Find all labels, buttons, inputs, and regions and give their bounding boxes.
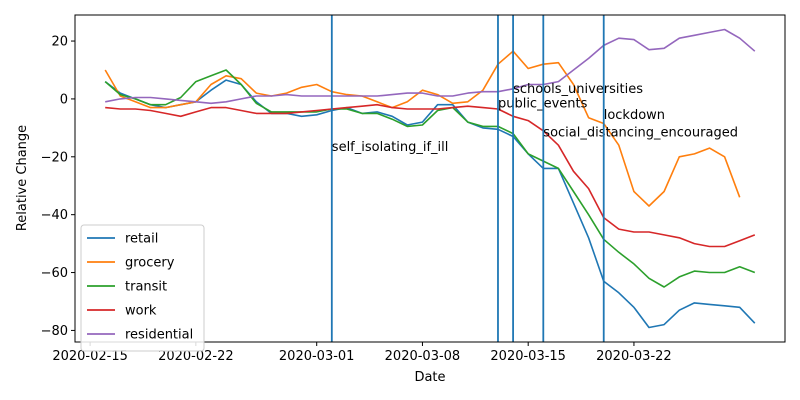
series-line-grocery xyxy=(104,50,741,207)
legend-label-residential: residential xyxy=(125,328,193,343)
x-tick-label: 2020-02-22 xyxy=(158,349,234,364)
legend-label-work: work xyxy=(125,304,157,319)
legend-box xyxy=(80,224,205,352)
event-label-self_isolating_if_ill: self_isolating_if_ill xyxy=(332,140,449,155)
y-tick-label: −40 xyxy=(41,208,68,223)
y-axis: 20 0 −20 −40 −60 −80 xyxy=(41,35,75,339)
plot-frame xyxy=(74,14,786,343)
event-layer: self_isolating_if_illpublic_eventsschool… xyxy=(330,15,738,342)
event-label-schools_universities: schools_universities xyxy=(513,82,643,97)
y-tick-label: 0 xyxy=(60,92,68,107)
x-tick-label: 2020-02-15 xyxy=(52,349,128,364)
legend-label-retail: retail xyxy=(125,232,158,247)
y-tick-label: 20 xyxy=(51,35,68,50)
legend: retail grocery transit work residential xyxy=(80,224,205,352)
x-tick-label: 2020-03-01 xyxy=(279,349,355,364)
x-tick-label: 2020-03-08 xyxy=(385,349,461,364)
legend-label-grocery: grocery xyxy=(125,256,175,271)
x-axis-title: Date xyxy=(414,370,445,385)
y-tick-label: −20 xyxy=(41,150,68,165)
y-tick-label: −60 xyxy=(41,266,68,281)
series-line-work xyxy=(105,103,756,248)
x-tick-label: 2020-03-22 xyxy=(596,349,672,364)
x-tick-label: 2020-03-15 xyxy=(490,349,566,364)
event-label-lockdown: lockdown xyxy=(604,108,665,123)
series-line-retail xyxy=(104,79,756,329)
series-line-transit xyxy=(104,69,756,288)
event-label-social_distancing_encouraged: social_distancing_encouraged xyxy=(543,126,738,141)
series-line-residential xyxy=(105,28,756,105)
legend-label-transit: transit xyxy=(125,280,167,295)
y-axis-title: Relative Change xyxy=(15,125,30,231)
series-layer xyxy=(104,28,756,329)
y-tick-label: −80 xyxy=(41,324,68,339)
